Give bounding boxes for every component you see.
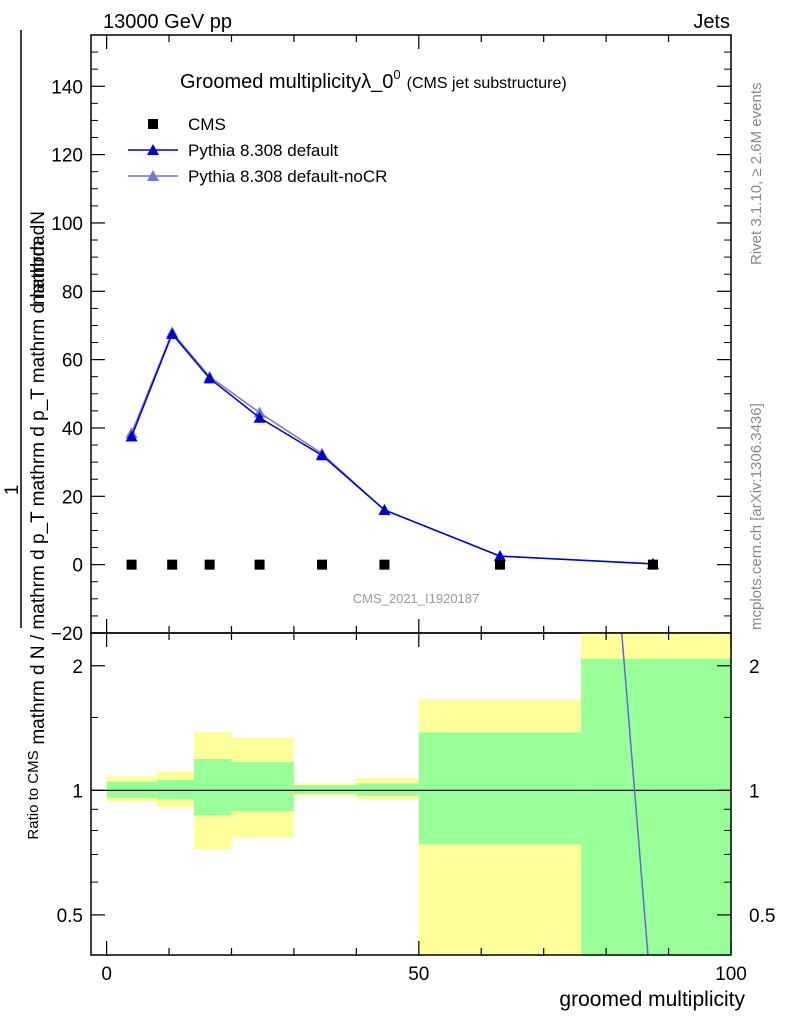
ratio-band-green (418, 732, 582, 845)
ratio-band-green (293, 785, 357, 794)
y-tick-label: 60 (62, 351, 83, 372)
mcplots-label: mcplots.cern.ch [arXiv:1306.3436] (748, 403, 765, 630)
plot-title: Groomed multiplicityλ_00(CMS jet substru… (180, 67, 567, 93)
ratio-series-line (620, 632, 649, 956)
header-left: 13000 GeV pp (103, 11, 232, 33)
marker-cms (126, 559, 137, 570)
marker-default (166, 328, 179, 339)
marker-default (125, 430, 138, 442)
ratio-tick-label: 0.5 (57, 906, 83, 927)
marker-default (203, 372, 216, 384)
legend: CMS Pythia 8.308 default Pythia 8.308 defa… (128, 115, 387, 186)
y-tick-label: 120 (51, 146, 83, 167)
ratio-tick-label-right: 1 (749, 781, 760, 802)
ratio-y-label: Ratio to CMS (25, 750, 42, 839)
marker-cms (167, 559, 178, 570)
series-line-default (130, 332, 653, 565)
legend-label: Pythia 8.308 default-noCR (188, 167, 387, 186)
marker-default (253, 411, 266, 423)
legend-marker-cms (148, 119, 158, 129)
ratio-tick-label-right: 2 (749, 657, 760, 678)
y-tick-label: 0 (72, 556, 83, 577)
y-tick-label: 80 (62, 282, 83, 303)
y-tick-label: 40 (62, 419, 83, 440)
ratio-tick-label: 2 (72, 657, 83, 678)
y-axis-label: mathrm dN mathrm d N / mathrm d p_T math… (2, 30, 49, 745)
title-text: Groomed multiplicityλ_00(CMS jet substru… (180, 67, 567, 93)
marker-default (316, 449, 329, 461)
series-line-default-nocr (130, 330, 653, 565)
ratio-lines (91, 632, 731, 956)
x-tick-label: 0 (101, 964, 112, 985)
y-label-upper: mathrm dN (28, 211, 49, 305)
marker-cms (317, 559, 328, 570)
marker-cms (494, 559, 505, 570)
marker-default (493, 550, 506, 562)
ratio-tick-label: 1 (72, 781, 83, 802)
x-axis-label: groomed multiplicity (559, 988, 745, 1011)
x-tick-label: 100 (715, 964, 747, 985)
x-tick-label: 50 (408, 964, 429, 985)
y-tick-label: 20 (62, 487, 83, 508)
marker-cms (204, 559, 215, 570)
ratio-band-green (156, 779, 195, 800)
y-tick-label: 100 (51, 214, 83, 235)
ratio-band-green (581, 658, 731, 955)
y-label-prefix: 1 (2, 485, 23, 496)
ratio-bands (106, 633, 731, 955)
ratio-frame (90, 632, 732, 956)
ratio-band-green (106, 781, 157, 798)
rivet-label: Rivet 3.1.10, ≥ 2.6M events (748, 83, 765, 266)
ratio-band-green (356, 783, 419, 796)
legend-label: Pythia 8.308 default (188, 141, 339, 160)
y-label-lower: mathrm d N / mathrm d p_T mathrm d p_T m… (28, 235, 49, 745)
ratio-band-green (194, 759, 232, 816)
marker-cms (647, 559, 658, 570)
legend-label: CMS (188, 115, 226, 134)
marker-cms (379, 559, 390, 570)
ratio-plot: 0.5 0.5 1 1 2 2 0 50 100 (57, 632, 775, 985)
legend-marker (147, 144, 159, 155)
y-tick-label: 140 (51, 77, 83, 98)
main-frame (90, 34, 732, 634)
marker-default (378, 503, 391, 515)
ratio-ticks: 0.5 0.5 1 1 2 2 0 50 100 (57, 633, 775, 985)
marker-cms (254, 559, 265, 570)
watermark: CMS_2021_I1920187 (353, 591, 480, 606)
header-right: Jets (693, 11, 730, 33)
main-series (125, 326, 659, 570)
main-ticks: −20 0 20 40 60 80 100 120 140 (51, 34, 732, 645)
ratio-tick-label-right: 0.5 (749, 906, 775, 927)
ratio-band-green (231, 762, 294, 812)
legend-marker (147, 170, 159, 181)
y-tick-label: −20 (51, 624, 83, 645)
main-plot: CMS_2021_I1920187 −20020406080100120140 … (51, 34, 732, 645)
